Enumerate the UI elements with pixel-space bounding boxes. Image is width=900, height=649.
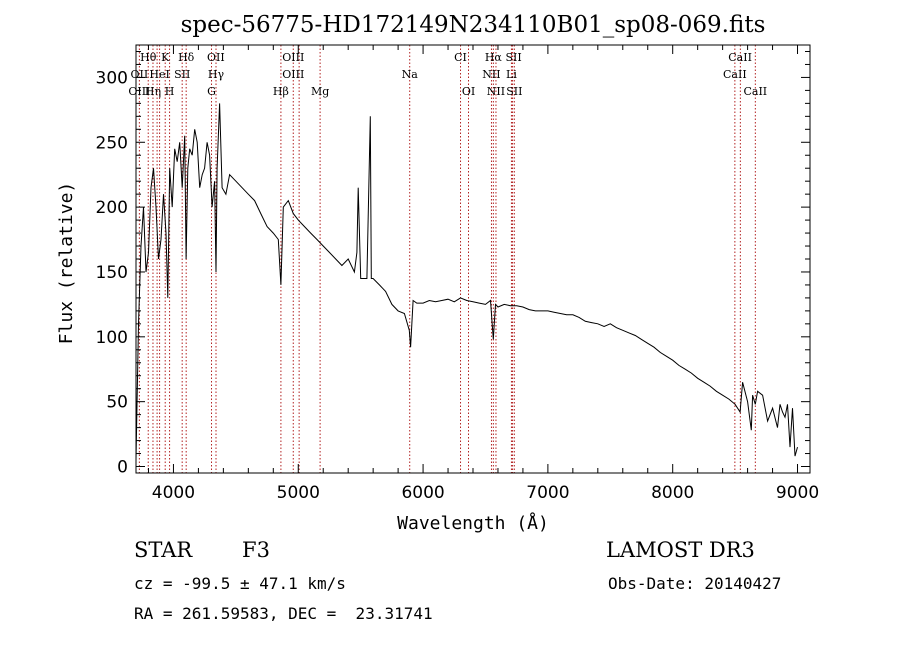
spectrum-line	[135, 103, 798, 461]
spectral-line-label: OIII	[282, 51, 304, 64]
y-tick-label: 0	[117, 458, 128, 478]
spectral-line-label: CI	[454, 51, 467, 64]
x-tick-label: 8000	[651, 483, 694, 503]
spectral-line-label: OIII	[282, 68, 304, 81]
y-tick-label: 200	[96, 198, 128, 218]
spectral-line-label: OII	[207, 51, 225, 64]
spectral-line-label: Hγ	[208, 68, 225, 81]
spectral-line-label: K	[161, 51, 170, 64]
chart-title: spec-56775-HD172149N234110B01_sp08-069.f…	[181, 12, 766, 38]
spectral-line-label: Mg	[311, 85, 329, 98]
spectral-line-label: Hα	[485, 51, 503, 64]
x-axis-label: Wavelength (Å)	[397, 512, 549, 534]
x-tick-label: 9000	[776, 483, 819, 503]
spectral-line-label: CaII	[723, 68, 747, 81]
spectral-line-label: NII	[487, 85, 505, 98]
spectral-line-label: SII	[505, 51, 521, 64]
spectrum-chart: spec-56775-HD172149N234110B01_sp08-069.f…	[56, 12, 819, 534]
spectral-line-label: CaII	[743, 85, 767, 98]
spectral-line-label: Hη	[145, 85, 161, 98]
survey-name: LAMOST DR3	[606, 538, 755, 562]
spectral-line-label: HeI	[149, 68, 169, 81]
object-class: STAR	[134, 538, 193, 562]
spectral-line-label: G	[207, 85, 216, 98]
spectral-line-label: Hδ	[178, 51, 195, 64]
redshift-cz: cz = -99.5 ± 47.1 km/s	[134, 574, 346, 593]
spectral-line-label: Hβ	[273, 85, 289, 98]
spectral-line-label: OII	[131, 68, 149, 81]
spectral-line-label: H	[165, 85, 175, 98]
y-tick-label: 150	[96, 263, 128, 283]
spectral-line-label: OIII	[128, 85, 150, 98]
x-tick-label: 6000	[401, 483, 444, 503]
spectral-line-label: Hθ	[140, 51, 157, 64]
spectral-line-label: OI	[462, 85, 475, 98]
spectral-line-label: CaII	[728, 51, 752, 64]
coordinates: RA = 261.59583, DEC = 23.31741	[134, 604, 433, 623]
spectral-line-label: Na	[402, 68, 419, 81]
x-tick-label: 4000	[152, 483, 195, 503]
object-subclass: F3	[242, 538, 270, 562]
y-tick-label: 50	[106, 393, 128, 413]
y-axis-label: Flux (relative)	[56, 182, 77, 345]
spectral-line-label: SII	[174, 68, 190, 81]
y-tick-label: 300	[96, 68, 128, 88]
spectral-line-label: NII	[482, 68, 500, 81]
x-tick-label: 5000	[277, 483, 320, 503]
x-tick-label: 7000	[526, 483, 569, 503]
y-tick-label: 250	[96, 133, 128, 153]
spectral-line-label: SII	[506, 85, 522, 98]
spectral-line-label: Li	[506, 68, 517, 81]
y-tick-label: 100	[96, 328, 128, 348]
plot-frame	[135, 44, 811, 474]
obs-date: Obs-Date: 20140427	[608, 574, 782, 593]
